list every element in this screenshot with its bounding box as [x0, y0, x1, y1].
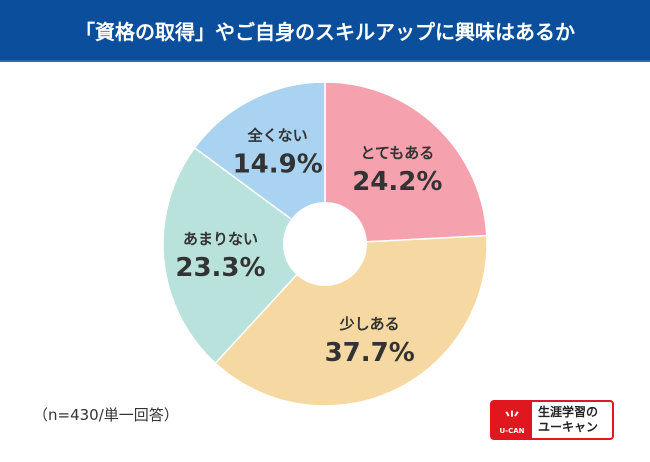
chart-title: 「資格の取得」やご自身のスキルアップに興味はあるか — [0, 0, 650, 62]
ucan-mark-icon: ⺌ — [503, 409, 520, 428]
slice-1 — [214, 234, 488, 407]
slice-category-label: とてもある — [360, 144, 434, 162]
slice-2 — [162, 146, 327, 365]
slice-value-label: 24.2% — [352, 167, 442, 197]
logo-mark-text: U-CAN — [499, 427, 525, 435]
logo-line1: 生涯学習の — [538, 405, 599, 419]
slice-0 — [324, 81, 488, 245]
donut-hole — [283, 202, 367, 286]
ucan-logo: ⺌ U-CAN 生涯学習の ユーキャン — [490, 400, 614, 440]
sample-note: （n=430/単一回答） — [33, 406, 179, 424]
logo-line2: ユーキャン — [538, 420, 599, 434]
slice-value-label: 37.7% — [325, 338, 415, 368]
slice-category-label: 少しある — [339, 315, 400, 333]
slice-category-label: 全くない — [247, 126, 308, 144]
slice-category-label: あまりない — [183, 230, 258, 248]
slice-value-label: 23.3% — [175, 253, 265, 283]
slice-3 — [193, 81, 326, 246]
slice-value-label: 14.9% — [233, 149, 323, 179]
